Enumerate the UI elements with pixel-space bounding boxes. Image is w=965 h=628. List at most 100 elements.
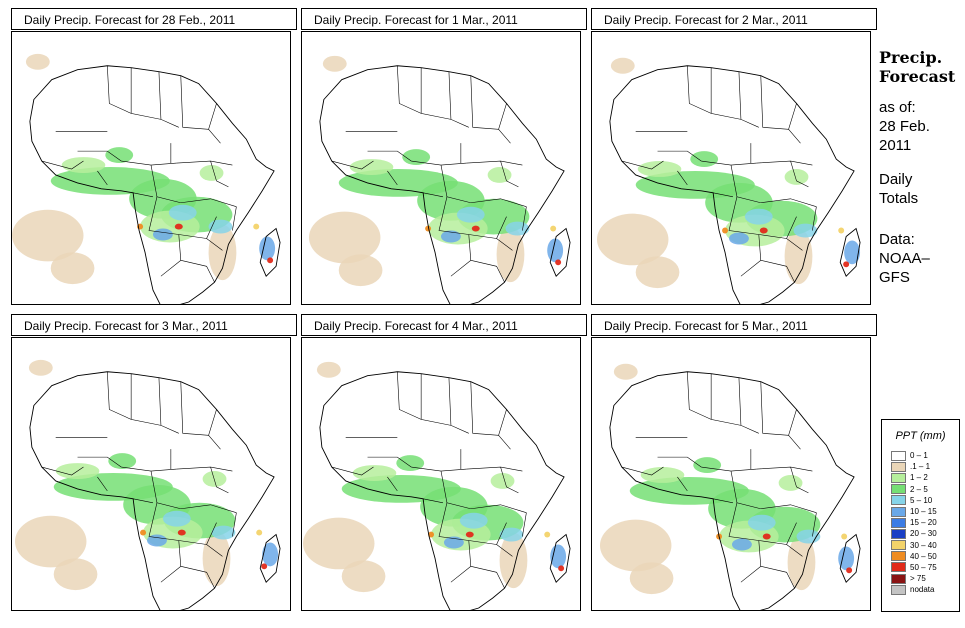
precip-patch [259, 236, 276, 261]
precip-patch [15, 515, 87, 568]
country-border [470, 260, 505, 283]
country-border [133, 192, 154, 198]
country-border [420, 67, 451, 120]
country-border [423, 192, 444, 198]
precip-patch [610, 57, 635, 74]
country-border [158, 71, 179, 128]
country-border [788, 409, 801, 450]
precip-patch [428, 531, 435, 538]
country-border [756, 160, 813, 166]
precip-patch [262, 542, 279, 567]
precip-patch [550, 225, 557, 232]
legend-item: 5 – 10 [882, 495, 959, 506]
country-border [760, 566, 795, 589]
precip-patch [635, 256, 680, 289]
country-border [470, 75, 499, 130]
country-border [760, 381, 789, 436]
precip-patch [61, 157, 106, 173]
as-of-block: as of: 28 Feb. 2011 [879, 98, 930, 155]
country-border [41, 160, 84, 170]
precip-patch [349, 159, 394, 175]
precip-map [591, 31, 871, 305]
country-border [760, 504, 817, 513]
country-border [786, 216, 797, 239]
precip-patch [162, 510, 191, 527]
precip-patch [487, 167, 512, 183]
panel-title: Daily Precip. Forecast for 1 Mar., 2011 [301, 8, 587, 30]
precip-patch [596, 213, 669, 266]
precip-patch [496, 226, 525, 283]
country-border [710, 67, 741, 120]
precip-patch [846, 567, 853, 574]
legend-label: 15 – 20 [910, 518, 937, 528]
africa-map [308, 55, 571, 304]
legend-swatch [891, 506, 906, 517]
country-border [397, 65, 422, 114]
coastline [29, 65, 275, 304]
country-border [466, 466, 523, 472]
precip-patch [459, 512, 488, 529]
precip-patch [844, 240, 861, 265]
panel-title: Daily Precip. Forecast for 3 Mar., 2011 [11, 314, 297, 336]
precip-patch [322, 55, 347, 72]
country-border [133, 498, 154, 504]
precip-patch [637, 161, 682, 177]
precip-patch [793, 223, 818, 238]
madagascar-outline [259, 533, 281, 583]
country-border [448, 71, 469, 128]
country-border [206, 522, 217, 545]
precip-patch [629, 562, 674, 595]
precip-patch [425, 225, 432, 232]
country-border [621, 466, 664, 476]
precip-patch [202, 471, 227, 487]
legend-label: 1 – 2 [910, 473, 928, 483]
precip-patch [443, 536, 464, 549]
country-border [621, 160, 664, 170]
madagascar-outline [549, 227, 571, 277]
legend-item: 1 – 2 [882, 472, 959, 483]
legend-item: 0 – 1 [882, 450, 959, 461]
precip-patch [211, 525, 236, 540]
country-border [728, 196, 759, 235]
data-source-block: Data: NOAA– GFS [879, 230, 930, 287]
legend-swatch [891, 517, 906, 528]
legend-label: 30 – 40 [910, 540, 937, 550]
legend-item: 50 – 75 [882, 562, 959, 573]
africa-map [15, 359, 281, 610]
precip-patch [402, 149, 431, 166]
precip-patch [599, 519, 672, 572]
country-border [687, 65, 712, 114]
legend-item: 40 – 50 [882, 551, 959, 562]
country-border [812, 206, 817, 231]
totals-line: Daily [879, 171, 913, 188]
precip-patch [341, 560, 386, 593]
legend-swatch [891, 584, 906, 595]
country-border [206, 216, 217, 239]
precip-patch [744, 208, 773, 225]
legend-item: nodata [882, 584, 959, 595]
country-border [790, 160, 809, 188]
country-border [130, 373, 161, 426]
sidebar-title: Precip. Forecast [879, 48, 955, 86]
country-border [176, 160, 233, 166]
panel-title: Daily Precip. Forecast for 2 Mar., 2011 [591, 8, 877, 30]
precip-map [11, 337, 291, 611]
country-border [657, 456, 702, 468]
precip-patch [729, 232, 749, 245]
forecast-panel-6: Daily Precip. Forecast for 5 Mar., 2011 [591, 314, 881, 611]
coastline [609, 371, 855, 610]
country-border [148, 196, 179, 235]
country-border [367, 150, 412, 162]
precip-patch [108, 453, 137, 470]
country-border [107, 371, 132, 420]
precip-map [301, 337, 581, 611]
country-border [232, 206, 237, 231]
precip-patch [199, 165, 224, 181]
legend-swatch [891, 472, 906, 483]
country-border [232, 512, 237, 537]
precip-patch [784, 168, 809, 185]
precip-patch [505, 221, 530, 236]
country-border [180, 504, 237, 513]
country-border [130, 67, 161, 120]
legend-item: 20 – 30 [882, 528, 959, 539]
